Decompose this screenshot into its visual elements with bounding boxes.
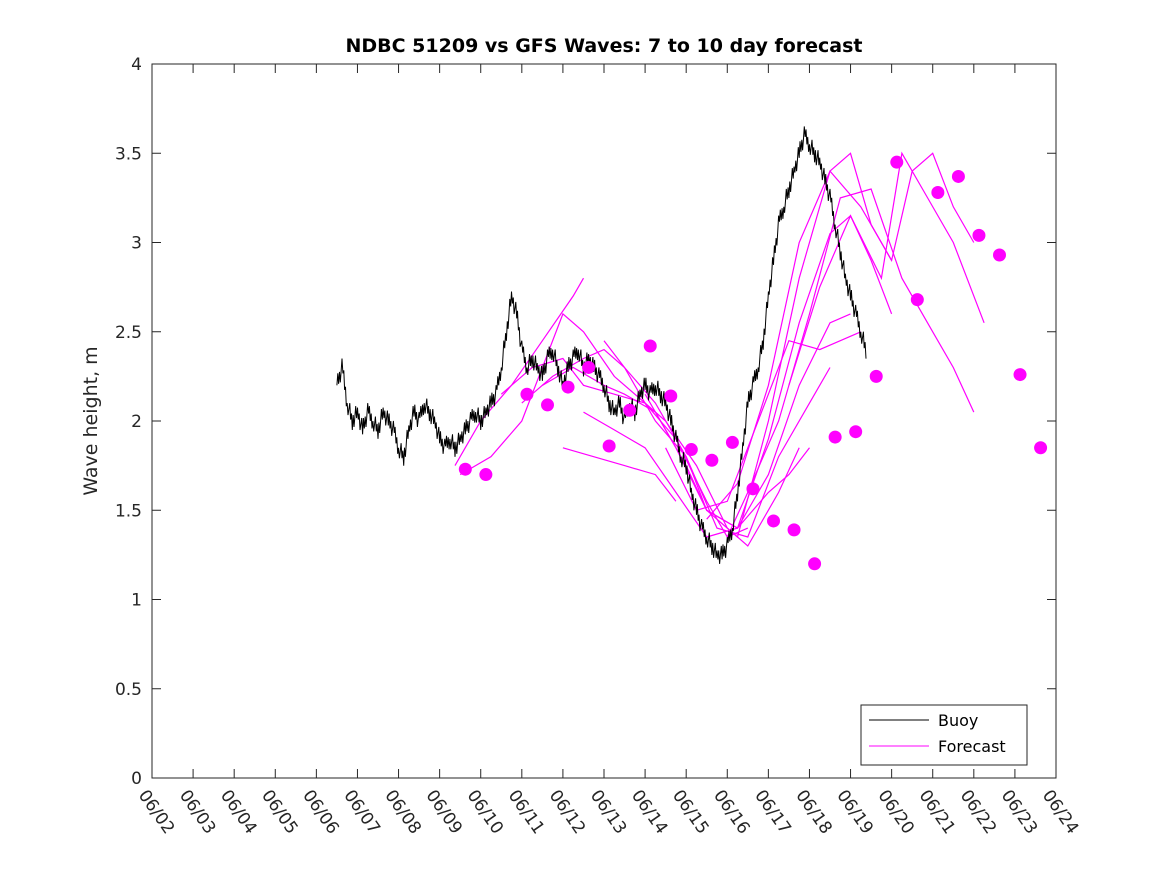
forecast-lines <box>454 151 985 547</box>
forecast-marker <box>479 468 493 482</box>
forecast-marker <box>951 169 965 183</box>
forecast-marker <box>684 443 698 457</box>
y-axis: 0 0.5 1 1.5 2 2.5 3 3.5 4 <box>115 55 1056 789</box>
forecast-series-line <box>542 313 851 529</box>
forecast-marker <box>910 293 924 307</box>
forecast-series-line <box>459 312 749 538</box>
forecast-marker <box>705 453 719 467</box>
forecast-marker <box>541 398 554 412</box>
y-tick-label: 0.5 <box>115 680 142 700</box>
forecast-series-line <box>454 277 585 466</box>
forecast-marker <box>458 462 472 476</box>
buoy-line-group <box>336 126 867 564</box>
y-tick-label: 0 <box>131 769 142 789</box>
legend-label-forecast: Forecast <box>938 737 1006 756</box>
forecast-marker <box>582 360 596 374</box>
forecast-marker <box>931 186 945 200</box>
forecast-marker <box>993 248 1006 262</box>
forecast-series-line <box>706 152 975 520</box>
forecast-marker <box>561 380 575 394</box>
forecast-series-line <box>788 151 985 386</box>
forecast-marker <box>808 557 822 571</box>
forecast-series-line <box>562 447 677 502</box>
y-axis-title: Wave height, m <box>80 346 102 495</box>
forecast-marker <box>849 425 863 439</box>
y-tick-label: 3.5 <box>115 144 142 164</box>
forecast-marker <box>828 430 842 444</box>
forecast-marker <box>746 482 760 496</box>
forecast-series-line <box>665 331 862 512</box>
chart-title: NDBC 51209 vs GFS Waves: 7 to 10 day for… <box>345 35 862 57</box>
forecast-marker <box>890 155 904 169</box>
buoy-series-line <box>336 126 867 564</box>
y-tick-label: 1.5 <box>115 501 142 521</box>
y-tick-label: 4 <box>131 55 142 75</box>
forecast-marker <box>643 339 657 353</box>
forecast-marker <box>664 389 678 403</box>
legend-label-buoy: Buoy <box>938 711 978 730</box>
y-tick-label: 2 <box>131 412 142 432</box>
legend-box <box>860 704 1028 766</box>
forecast-marker <box>602 439 616 453</box>
y-tick-label: 1 <box>131 591 142 611</box>
forecast-marker <box>520 387 534 401</box>
forecast-series-line <box>726 188 975 538</box>
forecast-marker <box>1034 441 1048 455</box>
y-tick-label: 3 <box>131 234 142 254</box>
forecast-marker <box>1013 368 1027 382</box>
forecast-marker <box>972 228 986 242</box>
forecast-markers <box>458 155 1048 571</box>
forecast-marker <box>767 514 780 528</box>
forecast-marker <box>787 523 801 537</box>
legend: Buoy Forecast <box>860 704 1028 766</box>
forecast-series-line <box>644 393 810 529</box>
y-tick-label: 2.5 <box>115 323 142 343</box>
forecast-marker <box>725 435 739 449</box>
forecast-marker <box>623 403 637 417</box>
forecast-marker <box>869 369 883 383</box>
